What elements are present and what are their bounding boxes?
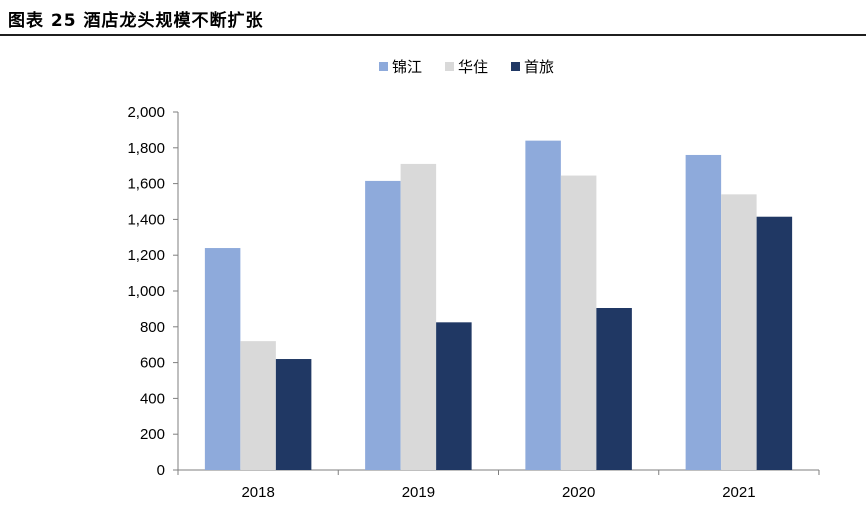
- x-tick-label: 2018: [241, 484, 274, 501]
- y-axis: 0 200 400 600 800 1,000 1,200 1,400 1,600 1,800 2,…: [127, 104, 179, 479]
- bar-2021-0: [685, 154, 722, 470]
- bar-2018-0: [204, 248, 241, 470]
- bar-2018-2: [275, 359, 312, 470]
- y-tick-label: 1,200: [127, 247, 165, 264]
- bar-2020-1: [560, 175, 597, 471]
- bar-2018-1: [240, 341, 276, 470]
- y-tick-label: 1,400: [127, 211, 165, 228]
- chart-legend: 锦江 华住 首旅: [379, 58, 554, 76]
- bar-2019-1: [400, 163, 437, 470]
- legend-swatch: [445, 62, 454, 71]
- y-tick-label: 2,000: [127, 104, 165, 121]
- legend-label: 华住: [458, 58, 488, 76]
- bars: [204, 140, 793, 471]
- legend-swatch: [511, 62, 520, 71]
- bar-2020-0: [525, 140, 561, 470]
- y-tick-label: 1,000: [127, 283, 165, 300]
- y-tick-label: 0: [157, 462, 165, 479]
- y-tick-label: 1,600: [127, 176, 165, 193]
- bar-2021-2: [756, 216, 793, 470]
- legend-label: 锦江: [392, 58, 422, 76]
- bar-2019-0: [365, 180, 401, 471]
- y-tick-label: 400: [140, 390, 165, 407]
- legend-swatch: [379, 62, 388, 71]
- legend-label: 首旅: [524, 58, 554, 76]
- y-tick-label: 600: [140, 355, 165, 372]
- bar-2021-1: [721, 194, 757, 470]
- x-tick-label: 2020: [562, 484, 595, 501]
- bar-2020-2: [596, 308, 632, 470]
- y-tick-label: 1,800: [127, 140, 165, 157]
- x-tick-label: 2021: [722, 484, 755, 501]
- title-rule: [0, 34, 866, 36]
- x-tick-label: 2019: [402, 484, 435, 501]
- x-axis: 2018 2019 2020 2021: [177, 469, 820, 501]
- figure-title: 图表 25 酒店龙头规模不断扩张: [8, 11, 264, 31]
- y-tick-label: 200: [140, 426, 165, 443]
- y-tick-label: 800: [140, 319, 165, 336]
- bar-2019-2: [436, 322, 472, 470]
